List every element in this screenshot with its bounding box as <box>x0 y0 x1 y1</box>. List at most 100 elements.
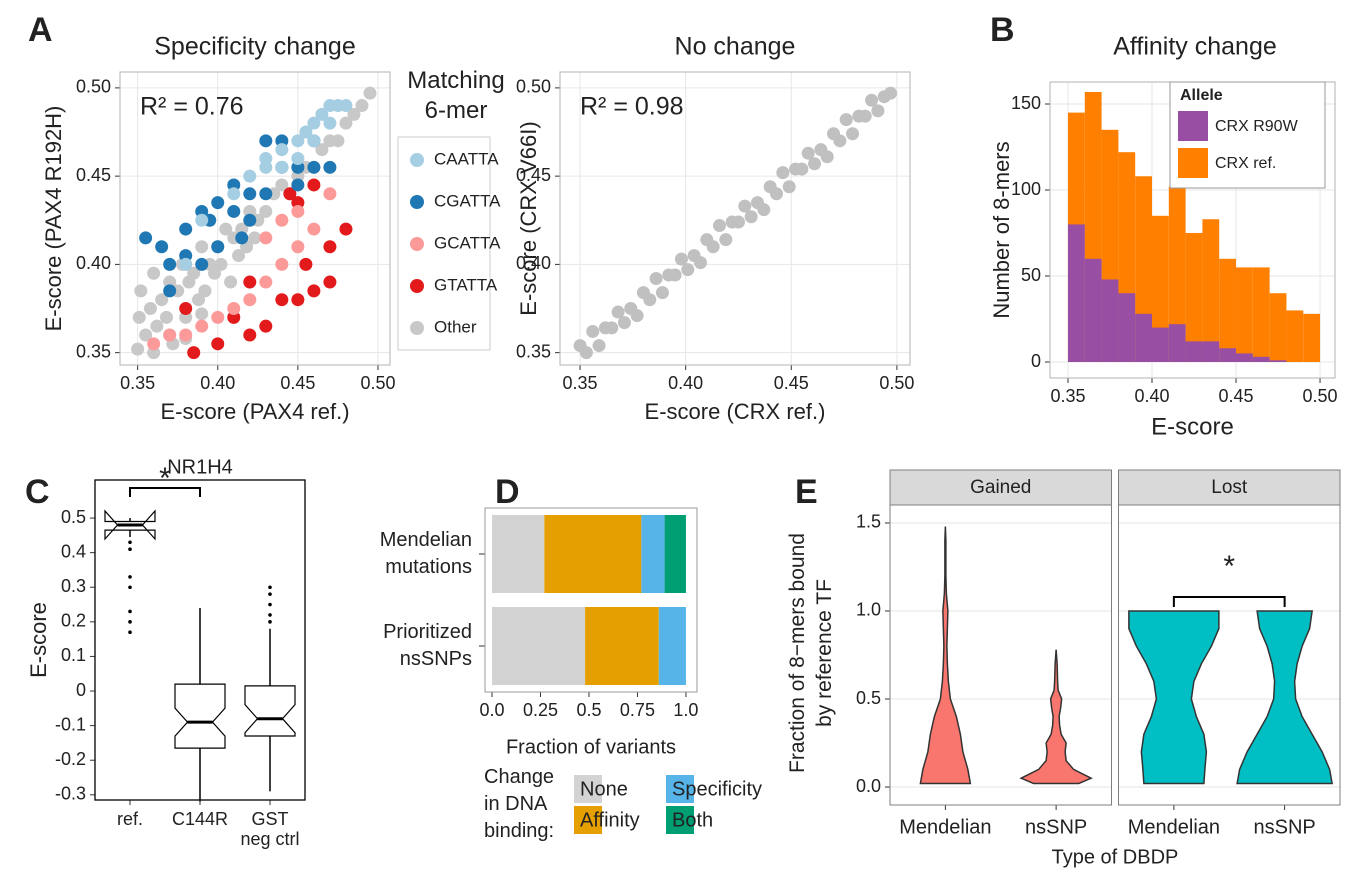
point <box>655 286 669 300</box>
bar <box>1252 267 1270 363</box>
point <box>179 302 193 316</box>
facet-strip <box>1118 469 1341 506</box>
point <box>649 272 663 286</box>
y-tick-label: 0.4 <box>61 541 86 561</box>
legend-label: None <box>580 778 628 800</box>
y-tick-label: 0.5 <box>61 507 86 527</box>
y-tick-label: -0.1 <box>55 714 86 734</box>
point <box>611 305 625 319</box>
annotation: * <box>159 462 171 495</box>
point <box>339 222 353 236</box>
legend-title: Matching 6-mer <box>407 67 505 124</box>
point <box>846 127 860 141</box>
outlier <box>268 592 272 596</box>
point <box>757 203 771 217</box>
legend-swatch <box>574 775 602 803</box>
annotation: R² = 0.98 <box>580 93 684 121</box>
outlier <box>128 609 132 614</box>
point <box>770 187 784 201</box>
point <box>232 249 246 263</box>
point <box>801 146 815 160</box>
point <box>307 178 321 192</box>
x-axis-label: E-score <box>1151 413 1234 440</box>
point <box>179 222 193 236</box>
y-tick-label: 0.45 <box>516 165 551 185</box>
point <box>163 284 177 298</box>
x-tick-label: 0.50 <box>360 373 395 393</box>
y-tick-label: 0.50 <box>516 77 551 97</box>
y-tick-label: 0 <box>1031 351 1041 371</box>
point <box>706 240 720 254</box>
violin <box>1128 610 1220 785</box>
point <box>291 293 305 307</box>
point <box>211 240 225 254</box>
x-tick-label: 0.50 <box>879 373 914 393</box>
x-tick-label: Mendelian <box>1128 816 1220 838</box>
bar <box>1152 327 1169 363</box>
y-tick-label: 0.45 <box>76 165 111 185</box>
point <box>347 107 361 121</box>
point <box>131 342 145 356</box>
point <box>248 231 262 245</box>
y-axis-label: Fraction of 8−mers bound by reference TF <box>786 533 836 773</box>
plot-frame <box>94 479 306 801</box>
point <box>339 116 353 130</box>
plot-frame <box>559 71 911 366</box>
point <box>299 257 313 271</box>
point <box>808 157 822 171</box>
point <box>323 160 337 174</box>
significance-bracket <box>1172 596 1286 607</box>
point <box>283 187 297 201</box>
point <box>195 319 209 333</box>
legend-label: Both <box>672 809 713 831</box>
x-tick-label: C144R <box>171 809 229 829</box>
y-tick-label: 150 <box>1011 93 1041 113</box>
y-axis-label: E-score (PAX4 R192H) <box>41 106 66 332</box>
point <box>139 328 153 342</box>
bar <box>1219 348 1237 363</box>
outlier <box>128 547 132 551</box>
legend-swatch <box>410 195 424 209</box>
y-tick-label: 0.40 <box>516 253 551 273</box>
point <box>323 116 337 130</box>
y-tick-label: 0.40 <box>76 253 111 273</box>
x-tick-label: 0.35 <box>563 373 598 393</box>
outlier <box>268 602 272 607</box>
point <box>674 252 688 266</box>
point <box>147 266 161 280</box>
bar <box>1269 293 1287 363</box>
x-tick-label: 0.25 <box>523 700 558 720</box>
point <box>150 319 164 333</box>
point <box>820 150 834 164</box>
outlier <box>268 613 272 617</box>
point <box>195 240 209 254</box>
point <box>291 240 305 254</box>
legend-swatch <box>574 806 602 834</box>
legend-swatch <box>410 279 424 293</box>
point <box>315 107 329 121</box>
point <box>227 204 241 218</box>
bar-segment <box>658 607 686 685</box>
point <box>187 346 201 360</box>
y-tick-label: 0.35 <box>516 341 551 361</box>
point <box>323 187 337 201</box>
y-tick-label: 0.0 <box>856 776 881 796</box>
point <box>211 310 225 324</box>
point <box>235 231 249 245</box>
point <box>187 266 201 280</box>
x-tick-label: 0.5 <box>576 700 601 720</box>
bar <box>1118 293 1136 363</box>
bar <box>1135 313 1153 363</box>
point <box>132 310 146 324</box>
point <box>731 215 745 229</box>
point <box>143 302 157 316</box>
panel-letter: C <box>25 473 50 511</box>
point <box>871 104 885 118</box>
annotation: * <box>1223 550 1235 583</box>
point <box>681 263 695 277</box>
violin <box>1019 649 1093 785</box>
point <box>323 240 337 254</box>
x-tick-label: nsSNP <box>1025 816 1087 838</box>
legend-swatch <box>1178 111 1208 141</box>
